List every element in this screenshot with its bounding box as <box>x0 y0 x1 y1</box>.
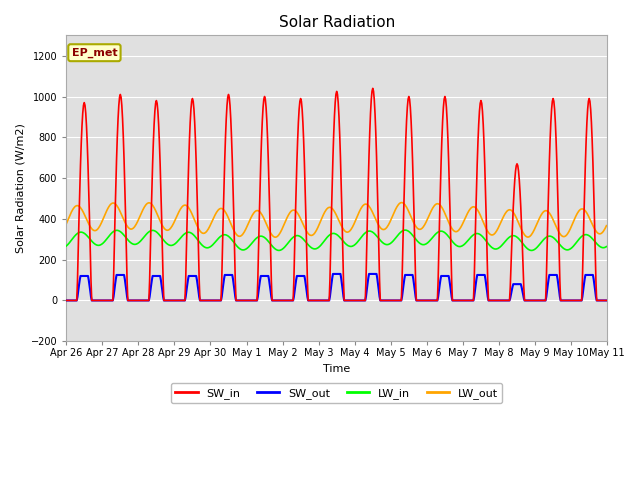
SW_in <box>369 85 376 91</box>
LW_out <box>72 203 80 209</box>
SW_in <box>603 298 611 303</box>
LW_in <box>419 241 426 247</box>
Text: EP_met: EP_met <box>72 48 117 58</box>
SW_in <box>62 298 70 303</box>
LW_out <box>603 223 611 228</box>
LW_in <box>72 232 80 238</box>
SW_in <box>403 118 410 123</box>
Line: LW_out: LW_out <box>66 203 607 237</box>
Y-axis label: Solar Radiation (W/m2): Solar Radiation (W/m2) <box>15 123 25 253</box>
SW_in <box>211 298 219 303</box>
LW_out <box>403 206 411 212</box>
SW_in <box>182 245 190 251</box>
LW_out <box>271 234 279 240</box>
SW_out <box>403 272 410 278</box>
SW_in <box>72 298 80 303</box>
LW_in <box>128 240 136 246</box>
LW_in <box>603 244 611 250</box>
SW_out <box>211 298 219 303</box>
Legend: SW_in, SW_out, LW_in, LW_out: SW_in, SW_out, LW_in, LW_out <box>171 383 502 403</box>
LW_in <box>62 243 70 249</box>
LW_out <box>419 224 427 230</box>
SW_out <box>603 298 611 303</box>
SW_out <box>72 298 80 303</box>
SW_out <box>128 298 136 303</box>
X-axis label: Time: Time <box>323 364 350 374</box>
Title: Solar Radiation: Solar Radiation <box>278 15 395 30</box>
SW_out <box>62 298 70 303</box>
Line: SW_in: SW_in <box>66 88 607 300</box>
LW_in <box>401 227 409 233</box>
LW_out <box>211 212 219 218</box>
LW_in <box>211 240 219 245</box>
SW_in <box>128 298 136 303</box>
LW_out <box>62 221 70 227</box>
SW_out <box>329 271 337 277</box>
LW_in <box>182 230 190 236</box>
SW_in <box>419 298 426 303</box>
SW_out <box>419 298 426 303</box>
LW_out <box>397 200 405 205</box>
LW_in <box>527 248 535 253</box>
Line: SW_out: SW_out <box>66 274 607 300</box>
Line: LW_in: LW_in <box>66 230 607 251</box>
LW_out <box>182 203 190 208</box>
LW_in <box>403 228 410 233</box>
SW_out <box>182 288 190 294</box>
LW_out <box>128 226 136 232</box>
